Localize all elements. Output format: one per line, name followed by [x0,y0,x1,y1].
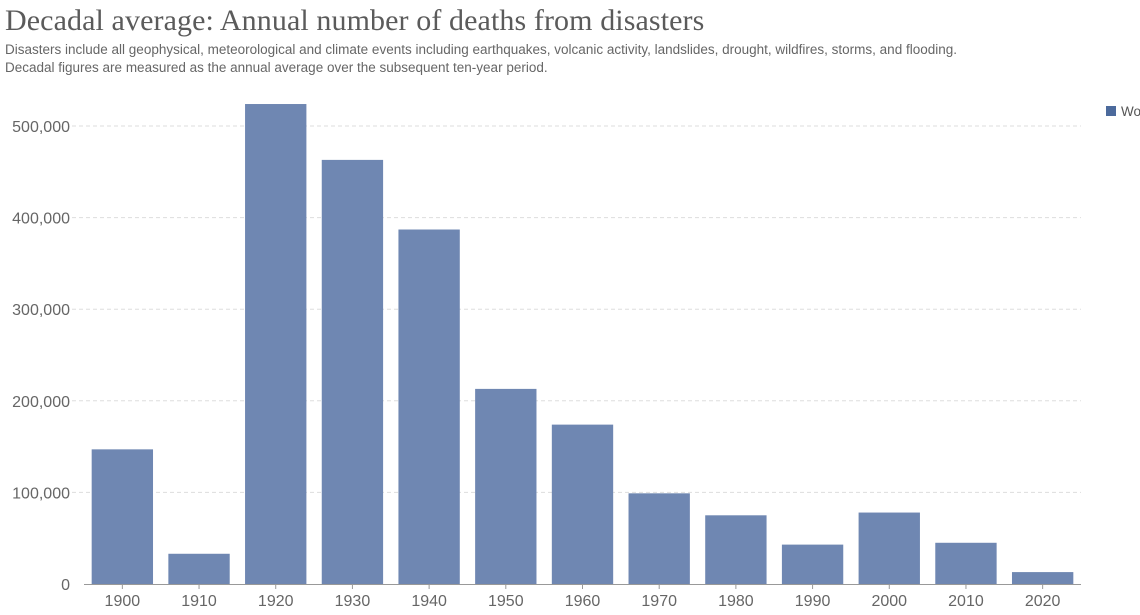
axes: 0 100,000 200,000 300,000 400,000 500,000 1900… [12,119,1081,610]
x-tick-label: 1940 [411,593,447,610]
x-tick-label: 2010 [948,593,984,610]
x-tick-label: 1950 [488,593,524,610]
x-tick-label: 1920 [258,593,294,610]
subtitle-line-1: Disasters include all geophysical, meteo… [5,42,957,57]
subtitle-line-2: Decadal figures are measured as the annu… [5,59,548,75]
bar-1920[interactable] [245,104,307,585]
bar-1910[interactable] [168,553,230,584]
chart-title: Decadal average: Annual number of deaths… [5,4,705,37]
bar-1970[interactable] [628,493,690,584]
x-tick-label: 2020 [1025,593,1061,610]
bars [91,104,1074,585]
bar-2000[interactable] [858,512,920,584]
legend-label[interactable]: Wo [1121,104,1140,119]
x-tick-label: 1980 [718,593,754,610]
y-tick-label: 300,000 [12,302,70,319]
gridlines [72,125,1081,493]
bar-1960[interactable] [551,424,614,584]
bar-1990[interactable] [781,544,844,584]
bar-2020[interactable] [1011,572,1074,584]
legend[interactable]: Wo [1106,104,1140,119]
x-tick-label: 1990 [795,593,831,610]
y-tick-label: 100,000 [12,485,70,502]
x-tick-label: 1930 [335,593,371,610]
y-tick-label: 200,000 [12,394,70,411]
y-tick-label: 500,000 [12,119,70,136]
x-tick-label: 1910 [181,593,217,610]
bar-1900[interactable] [91,449,154,584]
bar-2010[interactable] [935,542,997,584]
y-tick-label: 400,000 [12,211,70,228]
bar-1950[interactable] [475,388,537,584]
legend-swatch [1106,106,1116,116]
bar-1940[interactable] [398,229,460,584]
chart-subtitle: Disasters include all geophysical, meteo… [5,41,1135,76]
bar-1930[interactable] [321,159,384,584]
y-tick-label: 0 [61,577,70,594]
x-tick-label: 1960 [565,593,601,610]
x-tick-label: 2000 [871,593,907,610]
x-tick-label: 1970 [641,593,677,610]
x-tick-label: 1900 [105,593,141,610]
bar-1980[interactable] [705,515,767,584]
